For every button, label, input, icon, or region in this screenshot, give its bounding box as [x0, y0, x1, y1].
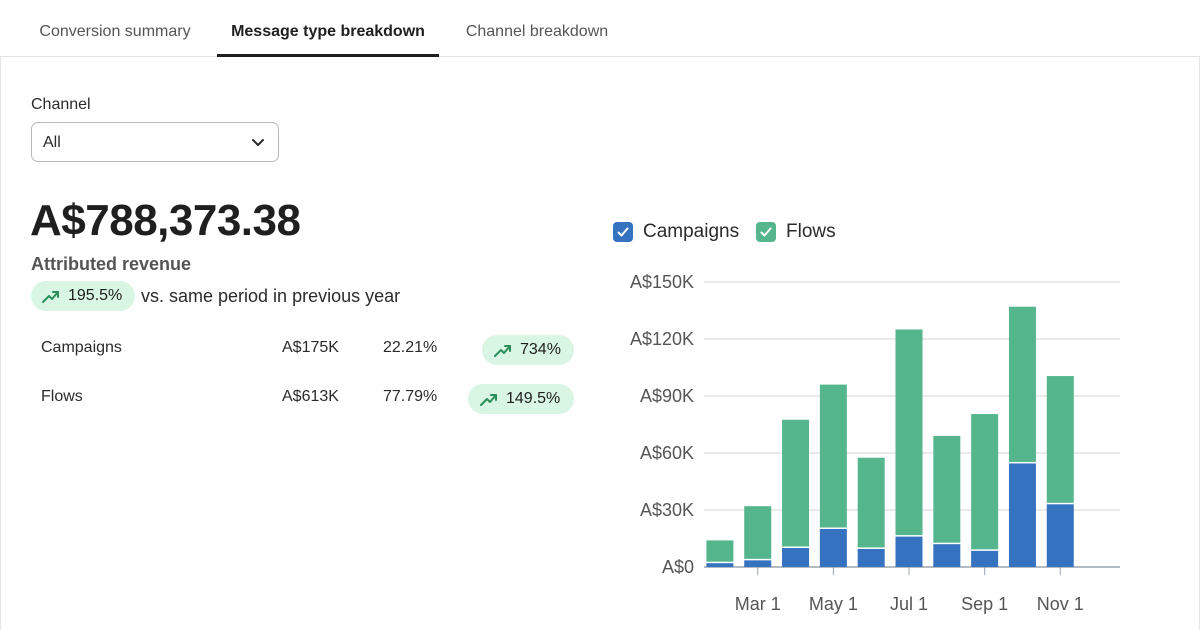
bar-campaigns	[895, 536, 923, 567]
attributed-revenue-label: Attributed revenue	[31, 254, 192, 274]
y-tick-label: A$150K	[630, 272, 694, 292]
bar-flows	[895, 329, 923, 536]
legend-label: Campaigns	[643, 221, 740, 242]
x-tick-label: Jul 1	[890, 594, 928, 614]
bar-campaigns	[819, 529, 847, 567]
bar-campaigns	[971, 550, 999, 567]
chevron-down-icon	[252, 139, 264, 146]
bar-campaigns	[744, 560, 772, 567]
breakdown-row-change-badge: 734%	[482, 335, 574, 365]
channel-select-value: All	[43, 134, 61, 151]
x-tick-label: Sep 1	[961, 594, 1008, 614]
breakdown-row-name: Flows	[41, 388, 83, 405]
channel-select[interactable]: All	[31, 122, 279, 162]
x-tick-label: Nov 1	[1037, 594, 1084, 614]
revenue-change-text: 195.5%	[68, 287, 123, 304]
breakdown-row-revenue: A$175K	[282, 339, 339, 356]
breakdown-row-change-text: 149.5%	[506, 390, 561, 407]
bar-flows	[706, 540, 734, 562]
bar-flows	[1008, 306, 1036, 462]
tab-bar: Conversion summary Message type breakdow…	[0, 0, 1200, 57]
legend-label: Flows	[786, 221, 836, 242]
trending-up-icon	[42, 291, 59, 303]
breakdown-row-revenue: A$613K	[282, 388, 339, 405]
bar-flows	[933, 435, 961, 543]
breakdown-row-name: Campaigns	[41, 339, 122, 356]
breakdown-row-change-badge: 149.5%	[468, 384, 574, 414]
breakdown-row-share: 77.79%	[383, 388, 438, 405]
bar-campaigns	[857, 548, 885, 567]
bar-campaigns	[933, 544, 961, 567]
y-tick-label: A$60K	[640, 443, 694, 463]
panel-border-left	[0, 57, 1, 630]
checkmark-icon	[617, 227, 629, 237]
tab-message-type-breakdown[interactable]: Message type breakdown	[217, 0, 439, 57]
attributed-revenue-value: A$788,373.38	[30, 196, 301, 245]
bar-campaigns	[1046, 504, 1074, 567]
revenue-bar-chart: A$0 A$30K A$60K A$90K A$120K A$150K Mar 1 May 1…	[630, 272, 1120, 614]
bar-flows	[857, 457, 885, 548]
y-tick-label: A$30K	[640, 500, 694, 520]
checkbox[interactable]	[613, 222, 633, 242]
x-tick-label: May 1	[809, 594, 858, 614]
bar-flows	[819, 384, 847, 528]
revenue-change-badge: 195.5%	[31, 281, 135, 311]
bar-campaigns	[706, 563, 734, 567]
x-tick-label: Mar 1	[735, 594, 781, 614]
trending-up-icon	[480, 394, 497, 406]
tab-channel-breakdown[interactable]: Channel breakdown	[465, 23, 609, 40]
bar-campaigns	[782, 548, 810, 567]
bar-campaigns	[1008, 463, 1036, 567]
bar-flows	[782, 419, 810, 547]
tab-conversion-summary[interactable]: Conversion summary	[39, 23, 191, 40]
checkmark-icon	[760, 227, 772, 237]
bar-flows	[1046, 376, 1074, 503]
bar-flows	[744, 506, 772, 559]
breakdown-row-share: 22.21%	[383, 339, 438, 356]
breakdown-row-change-text: 734%	[520, 341, 561, 358]
channel-filter-label: Channel	[31, 96, 91, 113]
trending-up-icon	[494, 345, 511, 357]
bar-flows	[971, 414, 999, 550]
y-tick-label: A$0	[662, 557, 694, 577]
checkbox[interactable]	[756, 222, 776, 242]
legend-flows-toggle[interactable]: Flows	[756, 221, 836, 243]
legend-campaigns-toggle[interactable]: Campaigns	[613, 221, 739, 243]
y-tick-label: A$120K	[630, 329, 694, 349]
y-tick-label: A$90K	[640, 386, 694, 406]
comparison-period-text: vs. same period in previous year	[141, 286, 401, 306]
